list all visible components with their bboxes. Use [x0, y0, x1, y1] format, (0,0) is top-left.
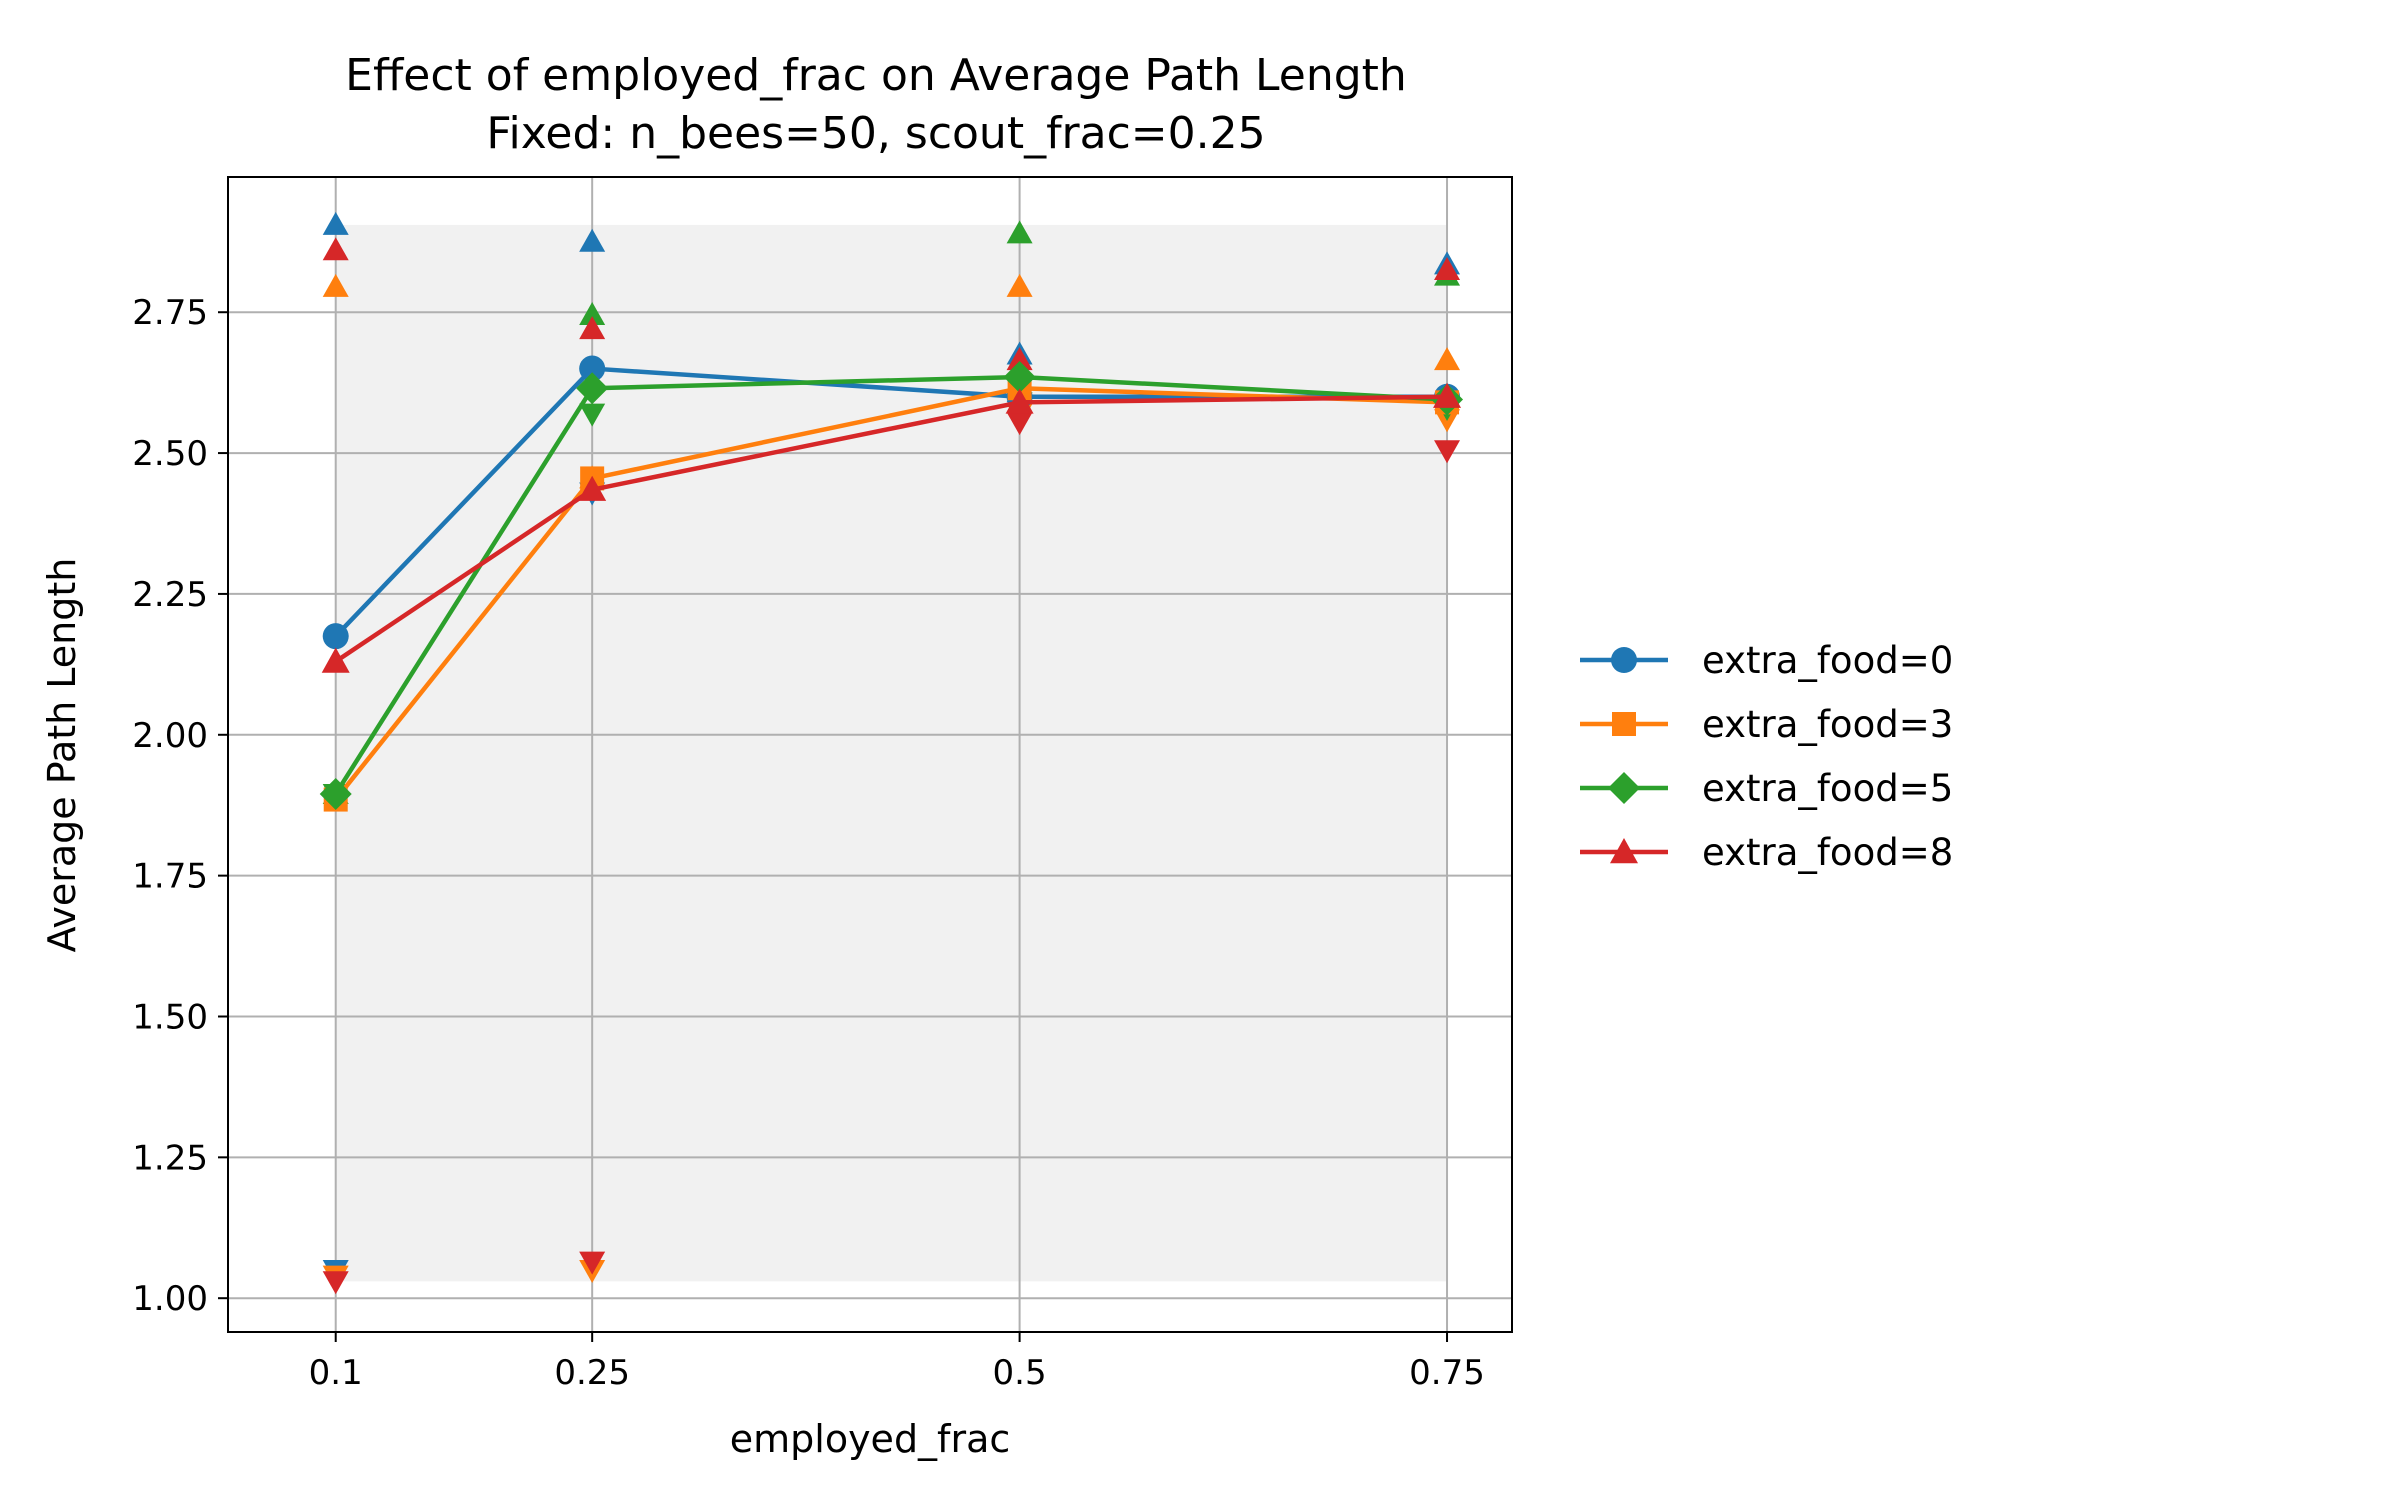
data-point-s2-2: [1003, 361, 1036, 394]
max-marker-s3-3: [1434, 256, 1461, 280]
y-tick-label: 2.00: [132, 716, 208, 756]
data-point-s0-1: [579, 355, 606, 382]
series-line-2: [333, 374, 1448, 796]
min-marker-s3-2: [1006, 412, 1033, 436]
min-marker-s2-1: [579, 403, 606, 427]
data-point-s3-1: [578, 475, 607, 501]
max-marker-s2-1: [579, 302, 606, 326]
max-marker-s0-0: [322, 211, 349, 235]
max-marker-s1-0: [322, 273, 349, 297]
max-marker-s2-2: [1006, 220, 1033, 244]
legend-label-2: extra_food=5: [1702, 767, 1953, 810]
max-marker-s1-2: [1006, 273, 1033, 297]
plot-content: [228, 177, 1512, 1332]
chart-subtitle: Fixed: n_bees=50, scout_frac=0.25: [486, 108, 1265, 159]
max-marker-s3-1: [579, 316, 606, 340]
legend-marker-0: [1611, 647, 1637, 673]
data-point-s2-1: [576, 372, 609, 405]
legend-marker-2: [1608, 772, 1640, 804]
data-point-s3-2: [1005, 388, 1034, 414]
max-marker-s1-3: [1434, 347, 1461, 371]
y-tick-label: 1.00: [132, 1279, 208, 1319]
series-line-3: [334, 394, 1448, 664]
data-point-s3-3: [1433, 382, 1462, 408]
legend-label-0: extra_food=0: [1702, 639, 1953, 682]
min-marker-s3-0: [322, 1271, 349, 1295]
legend-label-3: extra_food=8: [1702, 831, 1953, 874]
x-axis-label: employed_frac: [730, 1417, 1011, 1461]
series-line-1: [333, 386, 1448, 801]
min-marker-s3-1: [579, 1251, 606, 1275]
chart-title: Effect of employed_frac on Average Path …: [345, 50, 1407, 101]
legend: extra_food=0 extra_food=3 extra_food=5extr…: [1580, 639, 1953, 874]
max-marker-s0-1: [579, 228, 606, 252]
data-point-s2-0: [319, 777, 352, 810]
x-tick-label: 0.1: [309, 1353, 363, 1393]
legend-marker-1: [1612, 712, 1636, 736]
y-tick-label: 2.75: [132, 293, 208, 333]
plot-area: [228, 177, 1512, 1332]
range-band: [335, 224, 1448, 1282]
legend-label-1: extra_food=3: [1702, 703, 1953, 746]
x-tick-label: 0.75: [1409, 1353, 1485, 1393]
y-tick-label: 1.25: [132, 1138, 208, 1178]
data-point-s0-0: [322, 623, 349, 650]
axis-ticks: 0.1 0.25 0.5 0.75 1.00 1.25 1.50 1.75 2.00 2.25 2.…: [132, 293, 1485, 1393]
y-tick-label: 1.75: [132, 857, 208, 897]
min-marker-s3-3: [1434, 440, 1461, 464]
legend-marker-3: [1610, 838, 1638, 864]
y-tick-label: 2.50: [132, 434, 208, 474]
x-tick-label: 0.5: [993, 1353, 1047, 1393]
max-marker-s3-0: [322, 237, 349, 261]
y-axis-label: Average Path Length: [40, 558, 84, 953]
y-tick-label: 1.50: [132, 997, 208, 1037]
data-point-s3-0: [321, 647, 350, 673]
x-tick-label: 0.25: [554, 1353, 630, 1393]
plot-frame: [227, 176, 1513, 1333]
y-tick-label: 2.25: [132, 575, 208, 615]
max-marker-s3-2: [1006, 347, 1033, 371]
